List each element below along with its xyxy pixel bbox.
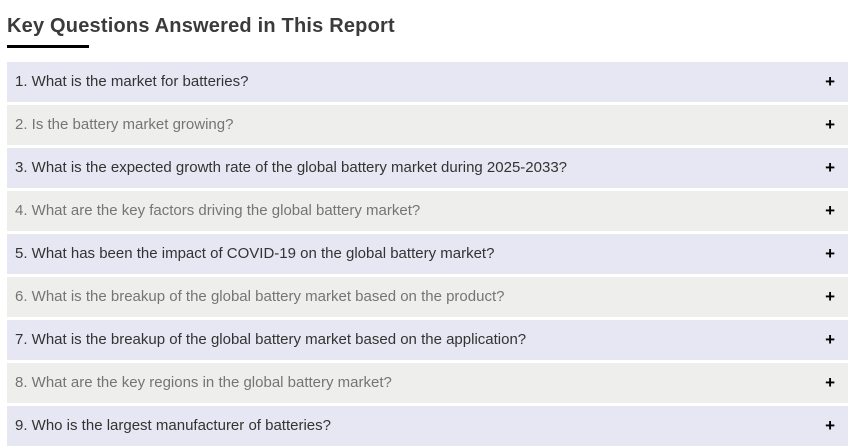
faq-row[interactable]: 8. What are the key regions in the globa… [7,363,848,403]
plus-expand-icon[interactable]: + [825,373,835,392]
faq-row[interactable]: 4. What are the key factors driving the … [7,191,848,231]
plus-expand-icon[interactable]: + [825,115,835,134]
plus-expand-icon[interactable]: + [825,72,835,91]
question-label: 7. What is the breakup of the global bat… [15,331,527,348]
plus-expand-icon[interactable]: + [825,158,835,177]
faq-list: 1. What is the market for batteries? + 2… [7,62,848,446]
question-label: 2. Is the battery market growing? [15,116,234,133]
question-label: 5. What has been the impact of COVID-19 … [15,245,495,262]
plus-expand-icon[interactable]: + [825,330,835,349]
question-label: 4. What are the key factors driving the … [15,202,421,219]
faq-row[interactable]: 5. What has been the impact of COVID-19 … [7,234,848,274]
question-label: 6. What is the breakup of the global bat… [15,288,505,305]
plus-expand-icon[interactable]: + [825,287,835,306]
question-label: 3. What is the expected growth rate of t… [15,159,567,176]
faq-row[interactable]: 1. What is the market for batteries? + [7,62,848,102]
page-title: Key Questions Answered in This Report [7,15,395,37]
faq-row[interactable]: 7. What is the breakup of the global bat… [7,320,848,360]
faq-row[interactable]: 2. Is the battery market growing? + [7,105,848,145]
plus-expand-icon[interactable]: + [825,201,835,220]
plus-expand-icon[interactable]: + [825,244,835,263]
question-label: 1. What is the market for batteries? [15,73,249,90]
title-underline [7,45,89,48]
plus-expand-icon[interactable]: + [825,416,835,435]
question-label: 8. What are the key regions in the globa… [15,374,392,391]
faq-row[interactable]: 3. What is the expected growth rate of t… [7,148,848,188]
faq-row[interactable]: 6. What is the breakup of the global bat… [7,277,848,317]
question-label: 9. Who is the largest manufacturer of ba… [15,417,331,434]
faq-row[interactable]: 9. Who is the largest manufacturer of ba… [7,406,848,446]
